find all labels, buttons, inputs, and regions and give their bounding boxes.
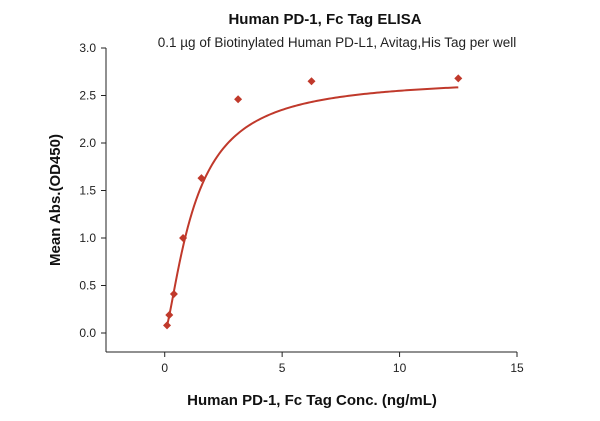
y-tick-label: 0.0 [79, 326, 96, 340]
y-tick-label: 1.0 [79, 231, 96, 245]
plot-area [163, 74, 463, 330]
axis-ticks: 0 5 10 15 0.0 0.5 1.0 1.5 2.0 2.5 3.0 [79, 41, 524, 375]
data-point-diamond [454, 74, 463, 83]
x-tick-label: 5 [279, 361, 286, 375]
data-point-diamond [179, 234, 188, 242]
chart-title: Human PD-1, Fc Tag ELISA [228, 11, 421, 28]
data-point-diamond [234, 95, 243, 104]
y-tick-label: 3.0 [79, 41, 96, 55]
y-tick-label: 2.0 [79, 136, 96, 150]
y-axis-label: Mean Abs.(OD450) [47, 134, 64, 266]
data-point-diamond [197, 174, 206, 183]
data-point-diamond [307, 77, 316, 86]
x-tick-label: 15 [510, 361, 524, 375]
chart-subtitle: 0.1 µg of Biotinylated Human PD-L1, Avit… [158, 35, 516, 50]
data-point-diamond [169, 290, 178, 299]
axes [105, 48, 517, 353]
fit-curve [166, 86, 459, 327]
y-tick-label: 1.5 [79, 184, 96, 198]
data-point-diamond [163, 321, 172, 330]
x-tick-label: 0 [161, 361, 168, 375]
data-point-diamond [165, 310, 174, 319]
x-tick-label: 10 [393, 361, 407, 375]
y-tick-label: 0.5 [79, 279, 96, 293]
x-axis-label: Human PD-1, Fc Tag Conc. (ng/mL) [187, 392, 437, 409]
y-tick-label: 2.5 [79, 89, 96, 103]
